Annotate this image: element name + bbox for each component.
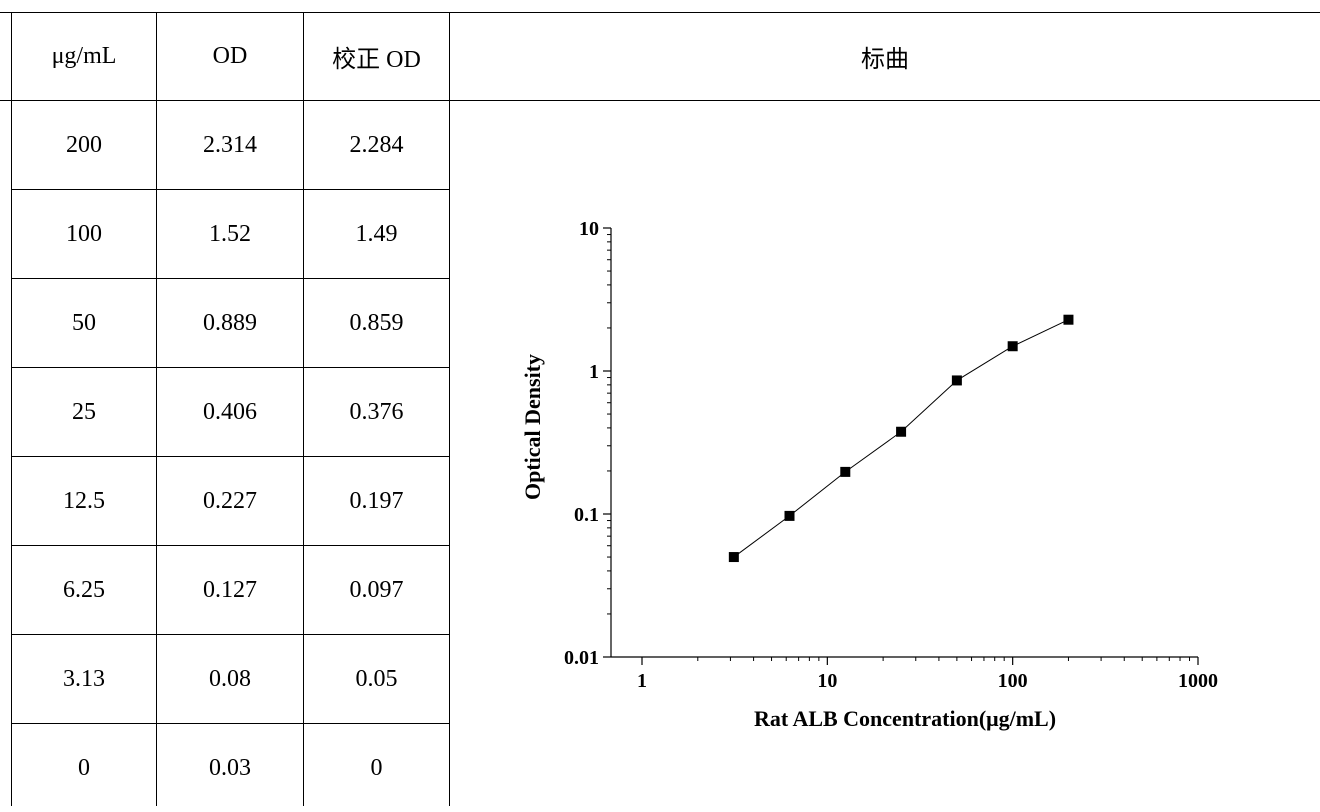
chart-series — [728, 314, 1074, 563]
cell-cod-4: 0.197 — [349, 487, 404, 514]
cell-conc-7: 0 — [78, 754, 90, 781]
cell-cod-1: 1.49 — [355, 220, 398, 247]
y-axis-label: Optical Density — [520, 354, 545, 500]
x-tick-label: 1 — [637, 670, 647, 692]
col-divider-2 — [303, 12, 304, 806]
cell-od-6: 0.08 — [209, 665, 251, 692]
x-tick-label: 100 — [998, 670, 1028, 692]
table-top-border — [0, 12, 1320, 13]
data-point — [951, 375, 962, 386]
chart-axes — [610, 228, 1198, 658]
cell-od-4: 0.227 — [203, 487, 257, 514]
cell-conc-2: 50 — [72, 309, 96, 336]
y-tick-label: 0.01 — [564, 647, 599, 669]
header-concentration: μg/mL — [51, 43, 117, 69]
cell-conc-6: 3.13 — [63, 665, 105, 692]
cell-od-7: 0.03 — [209, 754, 251, 781]
header-bottom-border — [0, 100, 1320, 101]
data-point — [896, 426, 907, 437]
cell-cod-0: 2.284 — [349, 131, 404, 158]
data-point — [1007, 341, 1018, 352]
cell-od-2: 0.889 — [203, 309, 257, 336]
col-divider-1 — [156, 12, 157, 806]
y-tick-label: 1 — [589, 361, 599, 383]
table-left-border — [11, 12, 12, 806]
row-divider — [11, 456, 450, 457]
header-standard-curve: 标曲 — [861, 45, 909, 73]
data-point — [728, 552, 739, 563]
series-line — [733, 319, 1069, 558]
cell-cod-7: 0 — [370, 754, 383, 781]
row-divider — [11, 723, 450, 724]
cell-conc-1: 100 — [66, 220, 102, 247]
cell-cod-2: 0.859 — [349, 309, 404, 336]
chart-svg: 0.01 0.1 1 10 1 10 100 1000 Rat ALB Concentrati… — [520, 218, 1218, 731]
cell-conc-0: 200 — [66, 131, 102, 158]
cell-cod-6: 0.05 — [355, 665, 398, 692]
chart-ticks: 0.01 0.1 1 10 1 10 100 1000 — [564, 218, 1218, 692]
y-tick-label: 10 — [579, 218, 599, 240]
cell-conc-4: 12.5 — [63, 487, 105, 514]
x-tick-label: 10 — [817, 670, 837, 692]
data-point — [1063, 314, 1074, 325]
row-divider — [11, 545, 450, 546]
cell-cod-3: 0.376 — [349, 398, 404, 425]
y-tick-label: 0.1 — [574, 504, 599, 526]
x-tick-label: 1000 — [1178, 670, 1218, 692]
cell-od-5: 0.127 — [203, 576, 257, 603]
header-od: OD — [212, 43, 248, 69]
data-point — [840, 466, 851, 477]
cell-od-3: 0.406 — [203, 398, 257, 425]
x-axis-label: Rat ALB Concentration(μg/mL) — [754, 706, 1056, 731]
row-divider — [11, 278, 450, 279]
cell-od-1: 1.52 — [209, 220, 251, 247]
cell-od-0: 2.314 — [203, 131, 257, 158]
cell-cod-5: 0.097 — [349, 576, 404, 603]
standard-curve-chart: 0.01 0.1 1 10 1 10 100 1000 Rat ALB Concentrati… — [450, 101, 1320, 806]
header-corrected-od: 校正 OD — [332, 47, 421, 73]
row-divider — [11, 189, 450, 190]
cell-conc-3: 25 — [72, 398, 96, 425]
row-divider — [11, 634, 450, 635]
col-divider-3 — [449, 12, 450, 806]
cell-conc-5: 6.25 — [63, 576, 105, 603]
data-point — [784, 510, 795, 521]
row-divider — [11, 367, 450, 368]
